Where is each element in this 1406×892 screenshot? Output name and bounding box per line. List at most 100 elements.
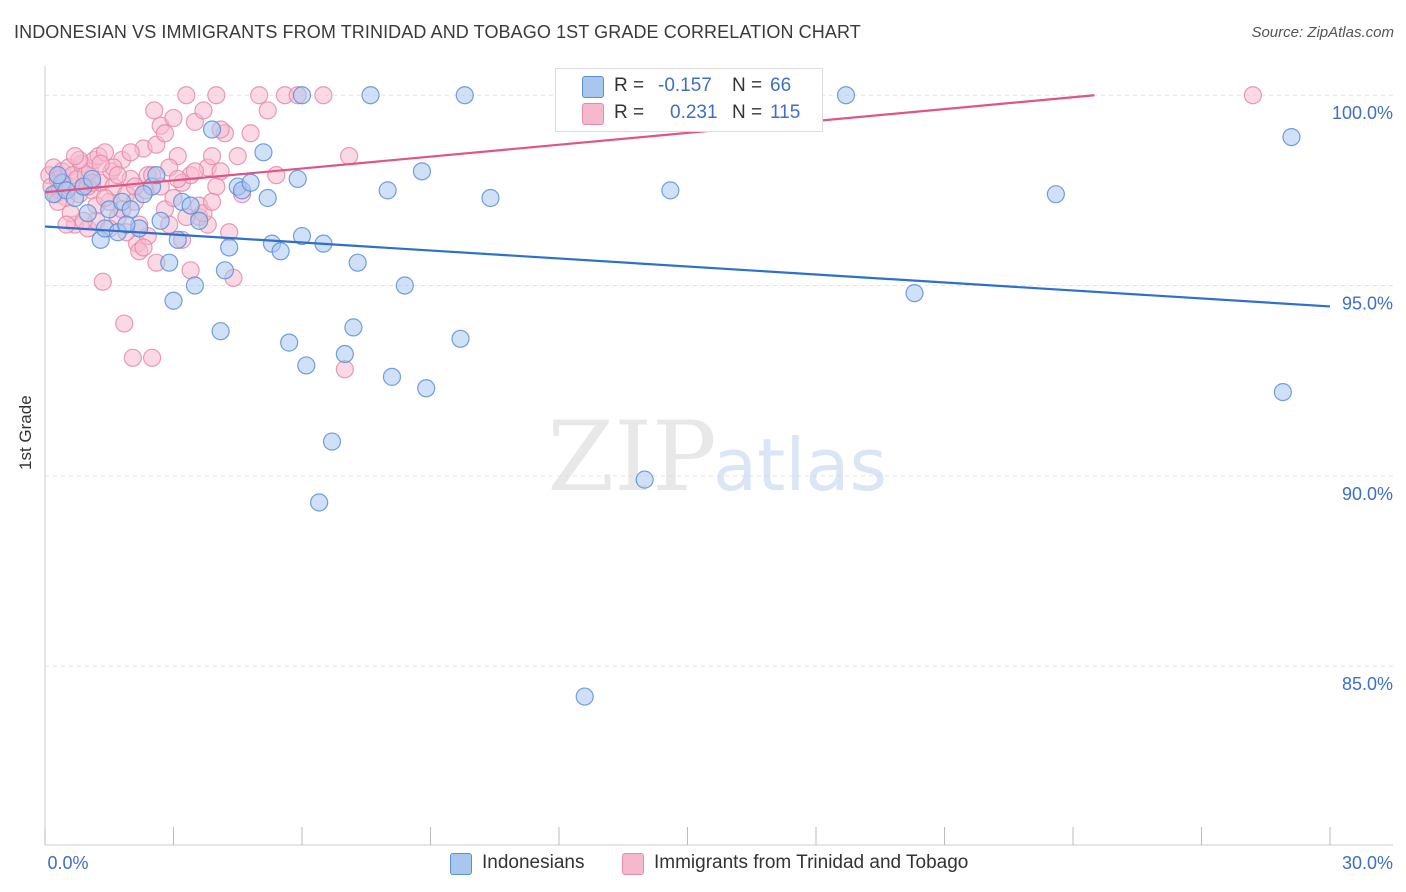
indonesian-point	[335, 344, 354, 364]
trinidad-point	[258, 101, 277, 120]
indonesian-point	[382, 367, 402, 386]
indonesian-point	[215, 261, 234, 280]
indonesian-point	[258, 188, 277, 208]
axes	[44, 66, 1393, 846]
legend-n-value: 115	[770, 102, 801, 123]
indonesian-point	[1046, 185, 1065, 204]
y-tick-label: 95.0%	[1342, 294, 1393, 314]
indonesian-point	[575, 687, 594, 706]
trinidad-point	[202, 147, 222, 166]
legend-swatch-indonesians	[450, 853, 472, 875]
trinidad-point	[177, 86, 196, 105]
indonesian-point	[164, 291, 183, 310]
indonesian-point	[134, 185, 153, 204]
trinidad-point	[314, 86, 333, 105]
y-tick-label: 85.0%	[1342, 674, 1393, 694]
trinidad-point	[202, 192, 222, 211]
indonesian-point	[297, 356, 316, 375]
indonesian-point	[288, 169, 307, 189]
indonesian-point	[83, 169, 102, 189]
indonesian-point	[211, 322, 230, 341]
indonesian-point	[292, 226, 312, 246]
indonesian-point	[185, 276, 205, 295]
indonesian-point	[292, 86, 312, 105]
indonesian-point	[836, 86, 856, 105]
watermark-atlas: atlas	[713, 423, 887, 507]
trinidad-point	[164, 108, 183, 128]
trinidad-point	[340, 147, 359, 166]
chart-title: INDONESIAN VS IMMIGRANTS FROM TRINIDAD A…	[14, 22, 861, 42]
indonesian-point	[412, 162, 432, 181]
legend-n-label: N =	[732, 102, 763, 123]
legend-swatch-trinidad	[582, 103, 604, 125]
trinidad-point	[1243, 86, 1263, 105]
trinidad-point	[65, 147, 85, 166]
indonesian-point	[455, 86, 474, 105]
indonesian-point	[78, 204, 97, 223]
trinidad-point	[134, 238, 153, 257]
trinidad-point	[207, 86, 226, 105]
indonesian-point	[181, 196, 200, 215]
indonesian-point	[344, 318, 363, 337]
trinidad-point	[155, 124, 175, 143]
legend-swatch-indonesians	[582, 76, 604, 98]
x-tick-label-start: 0.0%	[47, 853, 88, 873]
indonesian-point	[190, 211, 209, 230]
series-indonesians-points	[44, 86, 1301, 706]
indonesian-point	[241, 173, 260, 192]
indonesian-point	[271, 242, 290, 261]
indonesian-point	[254, 143, 273, 162]
trend-lines	[44, 94, 1331, 308]
indonesian-point	[378, 181, 397, 200]
trend-line-trinidad	[44, 94, 1095, 194]
legend-label-indonesians: Indonesians	[482, 852, 585, 873]
legend-r-label: R =	[614, 102, 645, 123]
trinidad-point	[121, 143, 140, 162]
watermark-zip: ZIP	[547, 401, 716, 513]
trinidad-point	[228, 147, 247, 166]
indonesian-point	[322, 432, 342, 451]
correlation-legend: R = -0.157 N = 66 R = 0.231 N = 115	[555, 68, 823, 132]
indonesian-point	[160, 253, 179, 272]
trinidad-point	[142, 348, 162, 367]
y-tick-label: 100.0%	[1332, 103, 1393, 123]
indonesian-point	[121, 200, 140, 219]
legend-r-value: 0.231	[670, 102, 718, 123]
indonesian-point	[451, 329, 470, 348]
trinidad-point	[250, 86, 269, 105]
indonesian-point	[395, 276, 414, 295]
trinidad-point	[108, 166, 127, 185]
indonesian-point	[48, 166, 67, 185]
tick-labels: 100.0% 95.0% 90.0% 85.0% 0.0% 30.0%	[47, 103, 1393, 873]
indonesian-point	[310, 493, 329, 512]
trinidad-point	[181, 261, 200, 280]
x-tick-label-end: 30.0%	[1342, 853, 1393, 873]
legend-r-label: R =	[614, 75, 645, 96]
watermark: ZIP atlas	[547, 401, 887, 513]
indonesian-point	[147, 166, 166, 185]
legend-n-value: 66	[770, 75, 792, 96]
indonesian-point	[348, 253, 367, 272]
trinidad-point	[57, 215, 76, 234]
indonesian-point	[202, 120, 222, 139]
indonesian-point	[635, 470, 654, 489]
indonesian-point	[151, 211, 170, 230]
indonesian-point	[481, 188, 500, 208]
trinidad-point	[145, 101, 164, 120]
trinidad-point	[194, 101, 213, 120]
legend-label-trinidad: Immigrants from Trinidad and Tobago	[654, 852, 969, 873]
legend-r-value: -0.157	[658, 75, 712, 96]
trinidad-point	[115, 314, 134, 333]
indonesian-point	[1273, 382, 1292, 402]
trinidad-point	[207, 177, 226, 196]
trend-line-indonesians	[44, 225, 1331, 308]
trinidad-point	[335, 360, 354, 379]
indonesian-point	[661, 181, 680, 200]
source-label: Source: ZipAtlas.com	[1251, 24, 1394, 41]
trinidad-point	[241, 124, 260, 143]
trinidad-point	[93, 272, 112, 291]
trinidad-point	[123, 348, 142, 367]
indonesian-point	[905, 284, 924, 303]
legend-swatch-trinidad	[622, 853, 644, 875]
